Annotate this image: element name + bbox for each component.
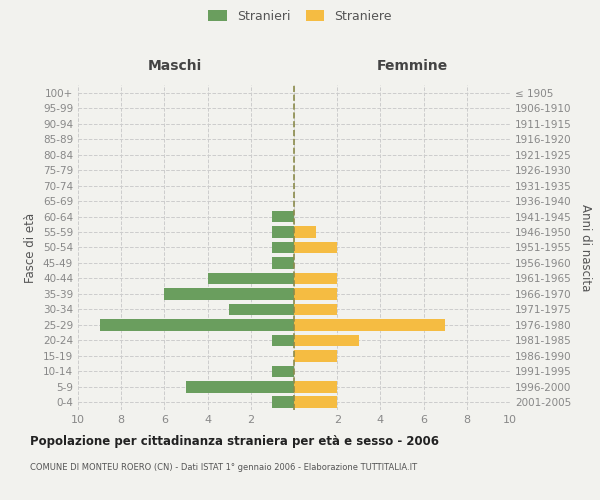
Bar xyxy=(272,334,294,346)
Bar xyxy=(294,396,337,408)
Bar xyxy=(186,381,294,392)
Bar xyxy=(294,319,445,330)
Text: Femmine: Femmine xyxy=(377,59,448,73)
Text: Maschi: Maschi xyxy=(148,59,202,73)
Bar xyxy=(294,242,337,254)
Bar xyxy=(294,226,316,238)
Bar xyxy=(294,334,359,346)
Bar xyxy=(272,366,294,377)
Bar xyxy=(294,350,337,362)
Bar xyxy=(294,304,337,315)
Y-axis label: Fasce di età: Fasce di età xyxy=(25,212,37,282)
Bar xyxy=(272,242,294,254)
Bar xyxy=(229,304,294,315)
Bar xyxy=(272,257,294,269)
Bar xyxy=(272,210,294,222)
Text: COMUNE DI MONTEU ROERO (CN) - Dati ISTAT 1° gennaio 2006 - Elaborazione TUTTITAL: COMUNE DI MONTEU ROERO (CN) - Dati ISTAT… xyxy=(30,463,417,472)
Bar xyxy=(272,226,294,238)
Legend: Stranieri, Straniere: Stranieri, Straniere xyxy=(205,6,395,26)
Bar xyxy=(294,381,337,392)
Bar xyxy=(208,272,294,284)
Y-axis label: Anni di nascita: Anni di nascita xyxy=(578,204,592,291)
Text: Popolazione per cittadinanza straniera per età e sesso - 2006: Popolazione per cittadinanza straniera p… xyxy=(30,435,439,448)
Bar xyxy=(164,288,294,300)
Bar xyxy=(294,272,337,284)
Bar xyxy=(100,319,294,330)
Bar xyxy=(272,396,294,408)
Bar xyxy=(294,288,337,300)
